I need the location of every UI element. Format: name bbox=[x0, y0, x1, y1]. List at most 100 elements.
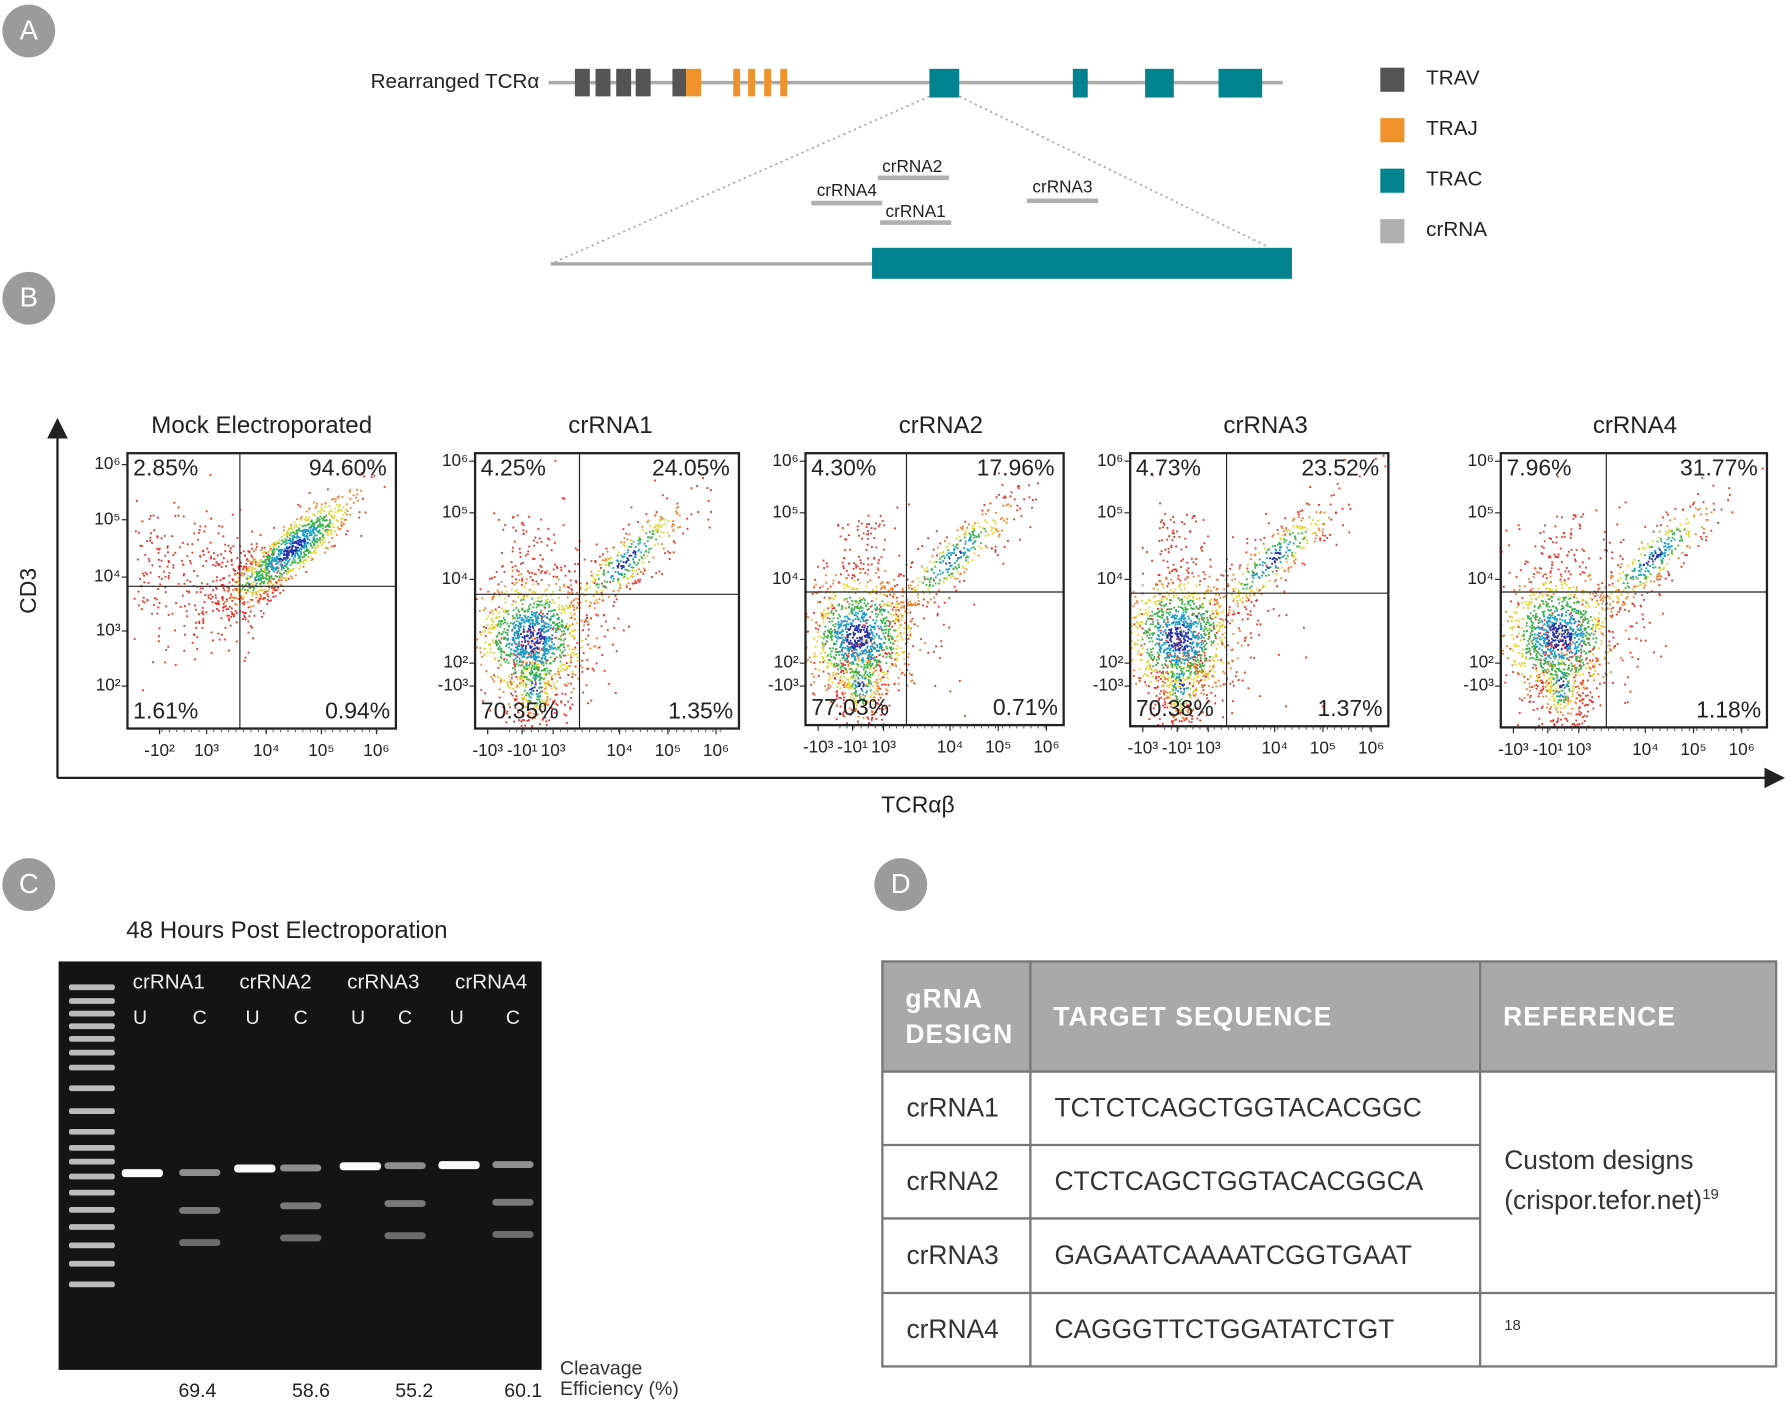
event-dot bbox=[873, 760, 875, 762]
event-dot bbox=[264, 561, 267, 564]
event-dot bbox=[540, 669, 543, 672]
event-dot bbox=[166, 546, 169, 549]
event-dot bbox=[525, 619, 528, 622]
event-dot bbox=[354, 496, 357, 499]
event-dot bbox=[538, 649, 541, 652]
event-dot bbox=[233, 569, 235, 572]
event-dot bbox=[544, 691, 547, 694]
event-dot bbox=[307, 549, 310, 551]
event-dot bbox=[954, 577, 957, 580]
event-dot bbox=[549, 627, 552, 630]
event-dot bbox=[820, 636, 823, 639]
event-dot bbox=[305, 547, 308, 550]
event-dot bbox=[835, 654, 838, 657]
event-dot bbox=[217, 602, 220, 604]
event-dot bbox=[830, 662, 833, 665]
event-dot bbox=[832, 674, 834, 677]
event-dot bbox=[690, 513, 693, 516]
event-dot bbox=[519, 652, 522, 655]
event-dot bbox=[540, 565, 543, 568]
event-dot bbox=[299, 505, 302, 508]
event-dot bbox=[512, 526, 515, 529]
event-dot bbox=[300, 530, 303, 533]
event-dot bbox=[619, 560, 622, 563]
event-dot bbox=[260, 564, 263, 567]
event-dot bbox=[340, 524, 343, 527]
event-dot bbox=[625, 560, 628, 563]
event-dot bbox=[871, 645, 874, 648]
event-dot bbox=[358, 516, 361, 519]
event-dot bbox=[817, 628, 820, 631]
event-dot bbox=[590, 560, 593, 563]
event-dot bbox=[511, 550, 514, 553]
event-dot bbox=[297, 529, 299, 532]
event-dot bbox=[992, 526, 995, 529]
event-dot bbox=[894, 527, 896, 530]
event-dot bbox=[517, 574, 520, 577]
event-dot bbox=[933, 561, 936, 564]
event-dot bbox=[864, 672, 867, 675]
event-dot bbox=[526, 610, 529, 613]
event-dot bbox=[198, 531, 200, 534]
event-dot bbox=[1004, 496, 1007, 499]
event-dot bbox=[286, 535, 289, 538]
event-dot bbox=[537, 629, 540, 632]
event-dot bbox=[563, 626, 566, 629]
event-dot bbox=[781, 642, 783, 644]
event-dot bbox=[532, 579, 534, 582]
event-dot bbox=[672, 530, 675, 532]
event-dot bbox=[901, 651, 904, 654]
event-dot bbox=[257, 602, 260, 605]
event-dot bbox=[491, 577, 493, 580]
event-dot bbox=[286, 550, 289, 553]
event-dot bbox=[622, 629, 625, 632]
event-dot bbox=[319, 536, 321, 539]
event-dot bbox=[654, 529, 657, 532]
event-dot bbox=[846, 615, 848, 618]
event-dot bbox=[655, 511, 658, 513]
event-dot bbox=[494, 608, 497, 611]
event-dot bbox=[592, 594, 595, 597]
event-dot bbox=[950, 576, 952, 579]
event-dot bbox=[589, 600, 592, 603]
event-dot bbox=[874, 527, 877, 530]
event-dot bbox=[513, 665, 516, 668]
event-dot bbox=[672, 551, 675, 554]
event-dot bbox=[327, 529, 330, 531]
table-cell: CAGGGTTCTGGATATCTGT bbox=[1054, 1314, 1394, 1344]
event-dot bbox=[518, 629, 521, 632]
event-dot bbox=[548, 572, 551, 575]
event-dot bbox=[838, 683, 841, 685]
event-dot bbox=[848, 613, 851, 615]
event-dot bbox=[535, 573, 537, 576]
event-dot bbox=[961, 528, 964, 531]
event-dot bbox=[482, 631, 485, 633]
event-dot bbox=[909, 620, 912, 623]
event-dot bbox=[148, 518, 151, 520]
event-dot bbox=[320, 517, 323, 520]
event-dot bbox=[303, 541, 306, 544]
event-dot bbox=[865, 710, 868, 713]
event-dot bbox=[549, 648, 552, 651]
event-dot bbox=[489, 648, 492, 651]
event-dot bbox=[319, 522, 322, 525]
event-dot bbox=[183, 624, 186, 627]
event-dot bbox=[576, 601, 579, 604]
event-dot bbox=[520, 583, 523, 586]
event-dot bbox=[595, 543, 598, 546]
event-dot bbox=[233, 597, 236, 600]
event-dot bbox=[276, 589, 279, 591]
event-dot bbox=[263, 580, 266, 583]
event-dot bbox=[650, 537, 653, 540]
event-dot bbox=[823, 596, 826, 599]
event-dot bbox=[294, 524, 297, 527]
event-dot bbox=[889, 628, 892, 631]
event-dot bbox=[283, 533, 286, 536]
event-dot bbox=[843, 583, 845, 586]
event-dot bbox=[171, 612, 174, 615]
event-dot bbox=[864, 729, 866, 731]
event-dot bbox=[533, 602, 535, 605]
event-dot bbox=[144, 553, 147, 556]
legend-swatch bbox=[1380, 219, 1405, 244]
event-dot bbox=[938, 579, 941, 582]
